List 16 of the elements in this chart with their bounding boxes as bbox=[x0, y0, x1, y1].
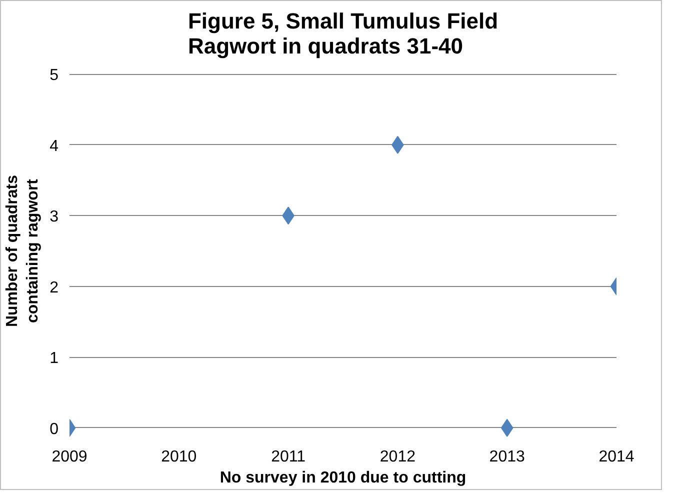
chart-title: Figure 5, Small Tumulus Field Ragwort in quadrats 31-40 bbox=[188, 8, 498, 58]
x-tick-label: 2013 bbox=[489, 448, 525, 466]
x-tick-label: 2010 bbox=[161, 448, 197, 466]
y-tick-label: 3 bbox=[50, 208, 59, 226]
y-axis-title: Number of quadrats containing ragwort bbox=[4, 174, 42, 328]
y-tick-label: 2 bbox=[50, 279, 59, 296]
point bbox=[500, 418, 514, 437]
y-tick-label: 0 bbox=[50, 420, 59, 438]
x-tick-label: 2011 bbox=[271, 448, 306, 466]
y-tick-label: 1 bbox=[50, 350, 59, 368]
y-tick-label: 4 bbox=[50, 138, 59, 155]
y-tick-label: 5 bbox=[50, 67, 59, 84]
x-tick-label: 2009 bbox=[52, 448, 88, 466]
x-tick-label: 2014 bbox=[598, 448, 634, 466]
x-tick-label: 2012 bbox=[380, 448, 416, 466]
x-axis-title: No survey in 2010 due to cutting bbox=[220, 470, 466, 486]
